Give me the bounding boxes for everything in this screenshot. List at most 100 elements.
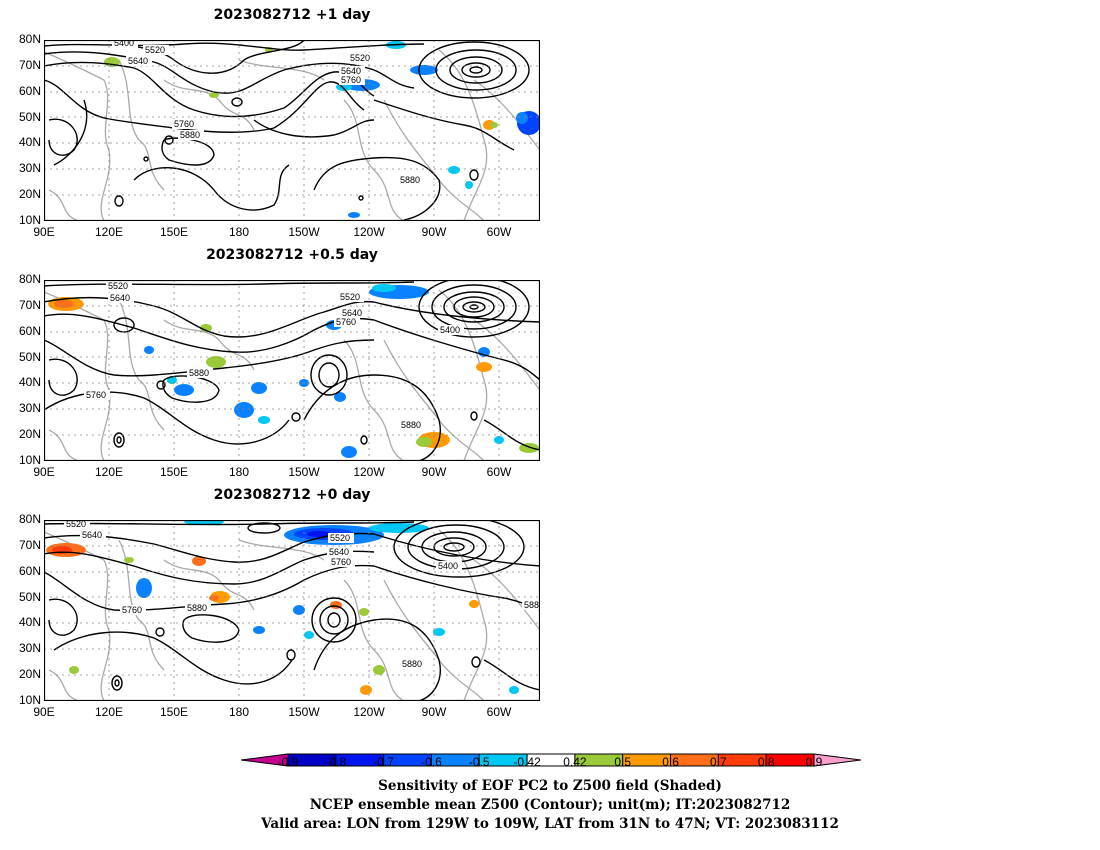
lat-label: 70N <box>18 57 41 72</box>
lat-label: 70N <box>18 297 41 312</box>
lat-label: 50N <box>18 589 41 604</box>
colorbar-tick-label: -0.9 <box>277 755 299 769</box>
lon-label: 120W <box>353 225 385 239</box>
contour-label: 5520 <box>340 292 360 302</box>
colorbar-tick-label: 0.8 <box>757 755 775 769</box>
lat-label: 40N <box>18 615 41 630</box>
contour-label: 5400 <box>440 325 460 335</box>
colorbar-tick-label: 0.42 <box>563 755 587 769</box>
lon-label: 120E <box>94 465 124 479</box>
colorbar-tick-label: 0.6 <box>662 755 679 769</box>
colorbar-tick-label: -0.42 <box>513 755 541 769</box>
caption-line-1: Sensitivity of EOF PC2 to Z500 field (Sh… <box>378 778 722 794</box>
colorbar <box>241 753 861 767</box>
contour-label: 5400 <box>114 40 134 48</box>
panel-2-plot: 5520 5640 5520 5640 5760 5400 5880 5760 … <box>44 280 540 461</box>
z500-contours <box>44 280 540 461</box>
contour-label: 5760 <box>341 75 361 85</box>
colorbar-tick-label: 0.5 <box>614 755 632 769</box>
colorbar-tick-label: -0.8 <box>325 755 347 769</box>
lat-label: 20N <box>18 187 41 202</box>
lat-label: 40N <box>18 375 41 390</box>
gridlines <box>44 40 540 221</box>
contour-label: 5640 <box>82 530 102 540</box>
panel-3-map: 5520 5640 5520 5640 5760 5400 5760 5880 … <box>44 520 540 701</box>
lon-label: 90W <box>421 465 447 479</box>
contour-label: 5880 <box>180 130 200 140</box>
panel-1-map: 5400 5520 5640 5520 5640 5760 5760 5880 … <box>44 40 540 221</box>
contour-label: 5760 <box>174 119 194 129</box>
contour-label: 5400 <box>438 561 458 571</box>
lon-label: 90E <box>33 225 55 239</box>
lon-label: 120W <box>353 465 385 479</box>
colorbar-tick-label: 0.7 <box>710 755 727 769</box>
gridlines <box>44 520 540 701</box>
contour-labels: 5520 5640 5520 5640 5760 5400 5880 5760 … <box>84 281 464 430</box>
lat-label: 60N <box>18 323 41 338</box>
lon-label: 60W <box>486 465 512 479</box>
colorbar-tick-label: -0.7 <box>373 755 394 769</box>
panel-3-plot: 5520 5640 5520 5640 5760 5400 5760 5880 … <box>44 520 540 701</box>
lat-label: 20N <box>18 667 41 682</box>
lon-label: 90W <box>421 705 447 719</box>
panel-2-title: 2023082712 +0.5 day <box>206 247 378 263</box>
contour-label: 5880 <box>401 420 421 430</box>
lon-label: 60W <box>486 225 512 239</box>
contour-label: 5520 <box>350 53 370 63</box>
lat-label: 10N <box>18 453 41 467</box>
lat-label: 80N <box>18 272 41 286</box>
lon-label: 120E <box>94 705 124 719</box>
lat-label: 70N <box>18 537 41 552</box>
lat-label: 50N <box>18 349 41 364</box>
lat-label: 40N <box>18 135 41 150</box>
lon-label: 150E <box>159 705 189 719</box>
contour-label: 5640 <box>110 293 130 303</box>
contour-label: 5760 <box>86 390 106 400</box>
contour-labels: 5520 5640 5520 5640 5760 5400 5760 5880 … <box>64 520 540 669</box>
caption-line-3: Valid area: LON from 129W to 109W, LAT f… <box>261 816 839 832</box>
lon-label: 150E <box>159 465 189 479</box>
lon-label: 90E <box>33 705 55 719</box>
contour-label: 5880 <box>400 175 420 185</box>
caption-line-2: NCEP ensemble mean Z500 (Contour); unit(… <box>309 797 791 813</box>
lon-label: 180 <box>228 465 250 479</box>
contour-label: 5880 <box>187 603 207 613</box>
contour-label: 5520 <box>108 281 128 291</box>
lon-label: 90E <box>33 465 55 479</box>
contour-labels: 5400 5520 5640 5520 5640 5760 5760 5880 … <box>112 40 424 185</box>
colorbar-swatch <box>813 753 861 767</box>
contour-label: 5640 <box>128 56 148 66</box>
map-frame <box>44 40 540 221</box>
lon-label: 120W <box>353 705 385 719</box>
lat-label: 10N <box>18 693 41 707</box>
colorbar-tick-label: 0.9 <box>805 755 823 769</box>
panel-2-map: 5520 5640 5520 5640 5760 5400 5880 5760 … <box>44 280 540 461</box>
lon-label: 60W <box>486 705 512 719</box>
lat-label: 10N <box>18 213 41 227</box>
lon-label: 150E <box>159 225 189 239</box>
lat-label: 80N <box>18 32 41 46</box>
panel-1-title: 2023082712 +1 day <box>213 7 371 23</box>
lat-label: 60N <box>18 563 41 578</box>
lat-label: 30N <box>18 401 41 416</box>
lon-label: 90W <box>421 225 447 239</box>
lat-label: 20N <box>18 427 41 442</box>
contour-label: 5520 <box>66 520 86 529</box>
contour-label: 5520 <box>330 533 350 543</box>
lon-label: 180 <box>228 705 250 719</box>
colorbar-tick-label: -0.6 <box>421 755 442 769</box>
gridlines <box>44 280 540 461</box>
map-frame <box>44 520 540 701</box>
lat-label: 60N <box>18 83 41 98</box>
contour-label: 588 <box>524 600 539 610</box>
contour-label: 5640 <box>342 308 362 318</box>
colorbar-tick-label: -0.5 <box>468 755 490 769</box>
panel-3-title: 2023082712 +0 day <box>213 487 371 503</box>
panel-1-plot: 5400 5520 5640 5520 5640 5760 5760 5880 … <box>44 40 540 221</box>
contour-label: 5760 <box>336 317 356 327</box>
lat-label: 30N <box>18 641 41 656</box>
z500-contours <box>44 520 540 701</box>
contour-label: 5880 <box>189 368 209 378</box>
contour-label: 5520 <box>145 45 165 55</box>
lon-label: 150W <box>288 705 320 719</box>
